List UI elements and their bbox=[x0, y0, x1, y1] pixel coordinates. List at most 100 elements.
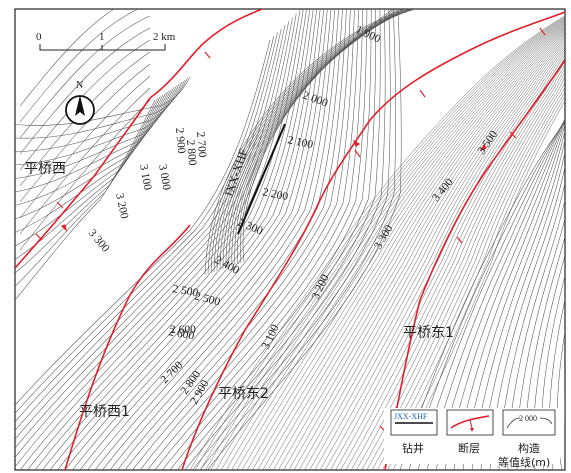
fault-lines bbox=[15, 9, 565, 470]
contour-line bbox=[19, 75, 151, 219]
contour-line bbox=[247, 26, 565, 470]
fault-west bbox=[15, 97, 151, 269]
contour-line bbox=[204, 9, 407, 276]
contour-line bbox=[15, 36, 275, 414]
contour-line bbox=[330, 51, 565, 470]
legend-fault-swatch bbox=[446, 409, 494, 436]
contour-line bbox=[169, 9, 376, 470]
contour-line bbox=[293, 37, 565, 470]
region-pingqiao-east-2: 平桥东2 bbox=[218, 386, 269, 402]
scale-tick-0: 0 bbox=[36, 31, 42, 43]
contour-line bbox=[252, 27, 565, 470]
contour-line bbox=[241, 25, 565, 470]
contour-line bbox=[15, 96, 161, 274]
contour-line bbox=[210, 19, 565, 470]
contour-line bbox=[15, 78, 188, 139]
contour-line bbox=[34, 9, 307, 470]
contour-label: 2 700 bbox=[194, 131, 208, 158]
legend-fault-label: 断层 bbox=[458, 441, 480, 455]
contour-line bbox=[340, 57, 565, 470]
fault-central bbox=[181, 11, 565, 470]
contour-line bbox=[189, 15, 565, 470]
contour-line bbox=[288, 36, 565, 470]
contour-line bbox=[15, 13, 297, 468]
legend-contour-label-2: 等值线(m) bbox=[498, 455, 550, 469]
contour-line bbox=[15, 21, 290, 449]
contour-label: 2 100 bbox=[286, 134, 314, 151]
contour-line bbox=[19, 9, 115, 107]
contour-line bbox=[15, 85, 177, 193]
contour-line bbox=[345, 60, 565, 470]
contour-line bbox=[15, 99, 156, 301]
contour-line bbox=[237, 9, 398, 265]
scale-tick-1: 1 bbox=[99, 31, 105, 43]
contour-line bbox=[215, 20, 565, 470]
contour-line bbox=[236, 24, 565, 470]
contour-line bbox=[335, 54, 565, 470]
legend-contour-sample: 2 000 bbox=[519, 414, 537, 423]
contour-line bbox=[19, 63, 151, 203]
contour-label: 2 600 bbox=[167, 326, 195, 342]
legend-well-label: 钻井 bbox=[402, 441, 424, 455]
contour-line bbox=[184, 9, 386, 470]
contour-line bbox=[549, 298, 565, 470]
contour-line bbox=[205, 18, 565, 470]
contour-line bbox=[262, 30, 565, 470]
scale-tick-2: 2 km bbox=[153, 31, 176, 43]
contour-line bbox=[15, 32, 278, 423]
contour-line bbox=[382, 91, 565, 470]
contour-label: 3 200 bbox=[113, 192, 130, 220]
contour-line bbox=[117, 9, 347, 470]
contour-line bbox=[231, 23, 565, 470]
contour-line bbox=[356, 68, 565, 470]
contour-label: 2 900 bbox=[173, 127, 187, 154]
contour-label: 2 500 bbox=[171, 283, 199, 299]
contour-label: 2 600 bbox=[170, 324, 196, 336]
contour-line bbox=[387, 95, 565, 470]
contour-line bbox=[19, 27, 151, 155]
contour-line bbox=[366, 76, 565, 470]
fault-east bbox=[384, 59, 565, 470]
fault-north bbox=[149, 9, 265, 99]
legend-contour-label: 构造 bbox=[518, 441, 540, 455]
contour-label: 2 200 bbox=[261, 186, 289, 203]
contour-line bbox=[15, 98, 158, 287]
north-arrow-icon bbox=[65, 95, 95, 125]
contour-line bbox=[139, 9, 359, 470]
fault-ticks bbox=[35, 27, 546, 431]
contour-label: 3 000 bbox=[156, 163, 172, 191]
contour-line bbox=[226, 22, 565, 470]
region-pingqiao-east-1: 平桥东1 bbox=[403, 325, 454, 341]
contour-line bbox=[15, 39, 271, 406]
contour-line bbox=[304, 41, 565, 470]
contour-line bbox=[15, 76, 191, 126]
contour-line bbox=[200, 17, 565, 470]
contour-line bbox=[132, 9, 355, 470]
contour-line bbox=[257, 29, 565, 470]
region-pingqiao-west: 平桥西 bbox=[24, 161, 66, 177]
contour-line bbox=[533, 254, 565, 470]
contour-line bbox=[319, 46, 565, 470]
contour-line bbox=[556, 329, 565, 470]
contour-line bbox=[199, 9, 396, 470]
contour-line bbox=[57, 9, 317, 470]
contour-line bbox=[15, 90, 169, 233]
contour-line bbox=[15, 89, 172, 220]
contour-line bbox=[273, 32, 565, 470]
contour-line bbox=[371, 81, 565, 470]
contour-line bbox=[377, 86, 565, 470]
contour-line bbox=[19, 9, 301, 470]
contour-line bbox=[124, 9, 351, 470]
contour-line bbox=[15, 92, 167, 247]
scale-bar bbox=[39, 44, 166, 51]
contour-line bbox=[162, 9, 372, 470]
contour-line bbox=[267, 31, 565, 470]
contour-line bbox=[309, 42, 565, 470]
contour-line bbox=[19, 9, 139, 123]
contour-line bbox=[154, 9, 368, 470]
contour-line bbox=[221, 21, 565, 470]
contour-labels: 1 900 2 000 2 100 2 200 2 300 2 400 2 50… bbox=[86, 24, 501, 407]
contour-line bbox=[15, 83, 180, 179]
